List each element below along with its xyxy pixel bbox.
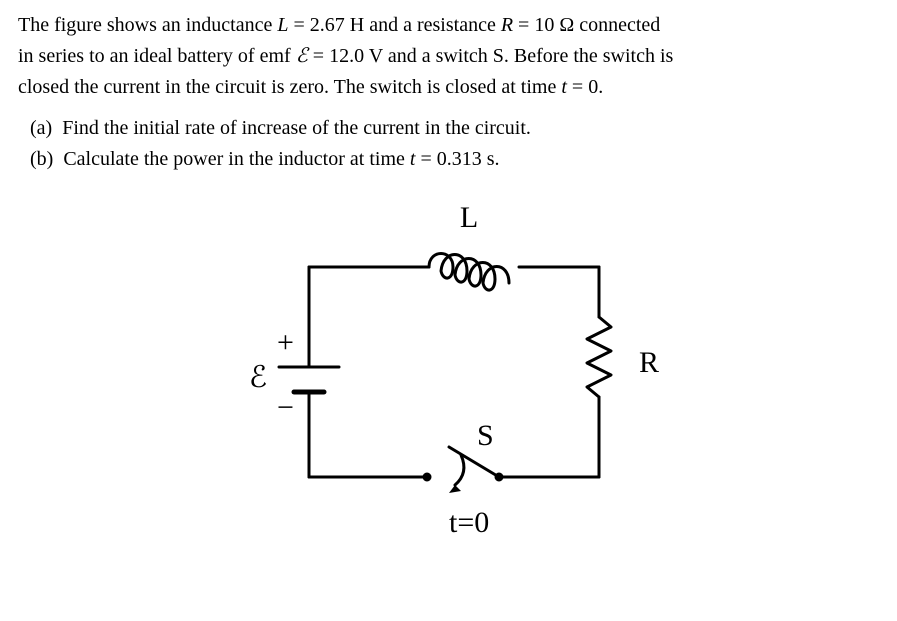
part-b: (b) Calculate the power in the inductor … bbox=[18, 146, 879, 173]
text: connected bbox=[574, 14, 660, 36]
text: and a switch S. Before the switch is bbox=[383, 45, 674, 67]
label-minus: − bbox=[277, 391, 294, 424]
val-t0: 0. bbox=[588, 76, 603, 98]
var-emf: ℰ bbox=[296, 45, 308, 67]
problem-line-2: in series to an ideal battery of emf ℰ =… bbox=[18, 43, 879, 70]
part-a-label: (a) bbox=[30, 117, 52, 139]
switch-arrow-icon bbox=[455, 455, 464, 485]
eq: = bbox=[288, 14, 309, 36]
label-R: R bbox=[639, 346, 659, 379]
part-b-text-a: Calculate the power in the inductor at t… bbox=[63, 148, 410, 170]
switch-node-right bbox=[496, 474, 502, 480]
val-R: 10 Ω bbox=[534, 14, 574, 36]
text: and a resistance bbox=[364, 14, 501, 36]
switch-arrowhead-icon bbox=[449, 485, 461, 493]
circuit-diagram-container: L R ℰ + − S t=0 bbox=[18, 177, 879, 547]
part-a-text: Find the initial rate of increase of the… bbox=[62, 117, 531, 139]
part-b-label: (b) bbox=[30, 148, 53, 170]
eq: = bbox=[513, 14, 534, 36]
problem-line-1: The figure shows an inductance L = 2.67 … bbox=[18, 12, 879, 39]
inductor-icon bbox=[429, 254, 509, 291]
eq: = bbox=[567, 76, 588, 98]
var-R: R bbox=[501, 14, 513, 36]
question-parts: (a) Find the initial rate of increase of… bbox=[18, 115, 879, 173]
problem-statement: The figure shows an inductance L = 2.67 … bbox=[18, 12, 879, 101]
label-S: S bbox=[477, 419, 494, 452]
text: The figure shows an inductance bbox=[18, 14, 277, 36]
val-t: 0.313 s. bbox=[437, 148, 500, 170]
resistor-icon bbox=[587, 317, 611, 397]
text: in series to an ideal battery of emf bbox=[18, 45, 296, 67]
label-E: ℰ bbox=[249, 361, 267, 394]
val-emf: 12.0 V bbox=[329, 45, 383, 67]
circuit-diagram: L R ℰ + − S t=0 bbox=[199, 177, 699, 547]
text: closed the current in the circuit is zer… bbox=[18, 76, 561, 98]
val-L: 2.67 H bbox=[310, 14, 364, 36]
var-L: L bbox=[277, 14, 288, 36]
eq: = bbox=[415, 148, 436, 170]
label-t0: t=0 bbox=[449, 506, 489, 539]
label-plus: + bbox=[277, 326, 294, 359]
eq: = bbox=[308, 45, 329, 67]
part-a: (a) Find the initial rate of increase of… bbox=[18, 115, 879, 142]
label-L: L bbox=[459, 201, 477, 234]
problem-line-3: closed the current in the circuit is zer… bbox=[18, 74, 879, 101]
